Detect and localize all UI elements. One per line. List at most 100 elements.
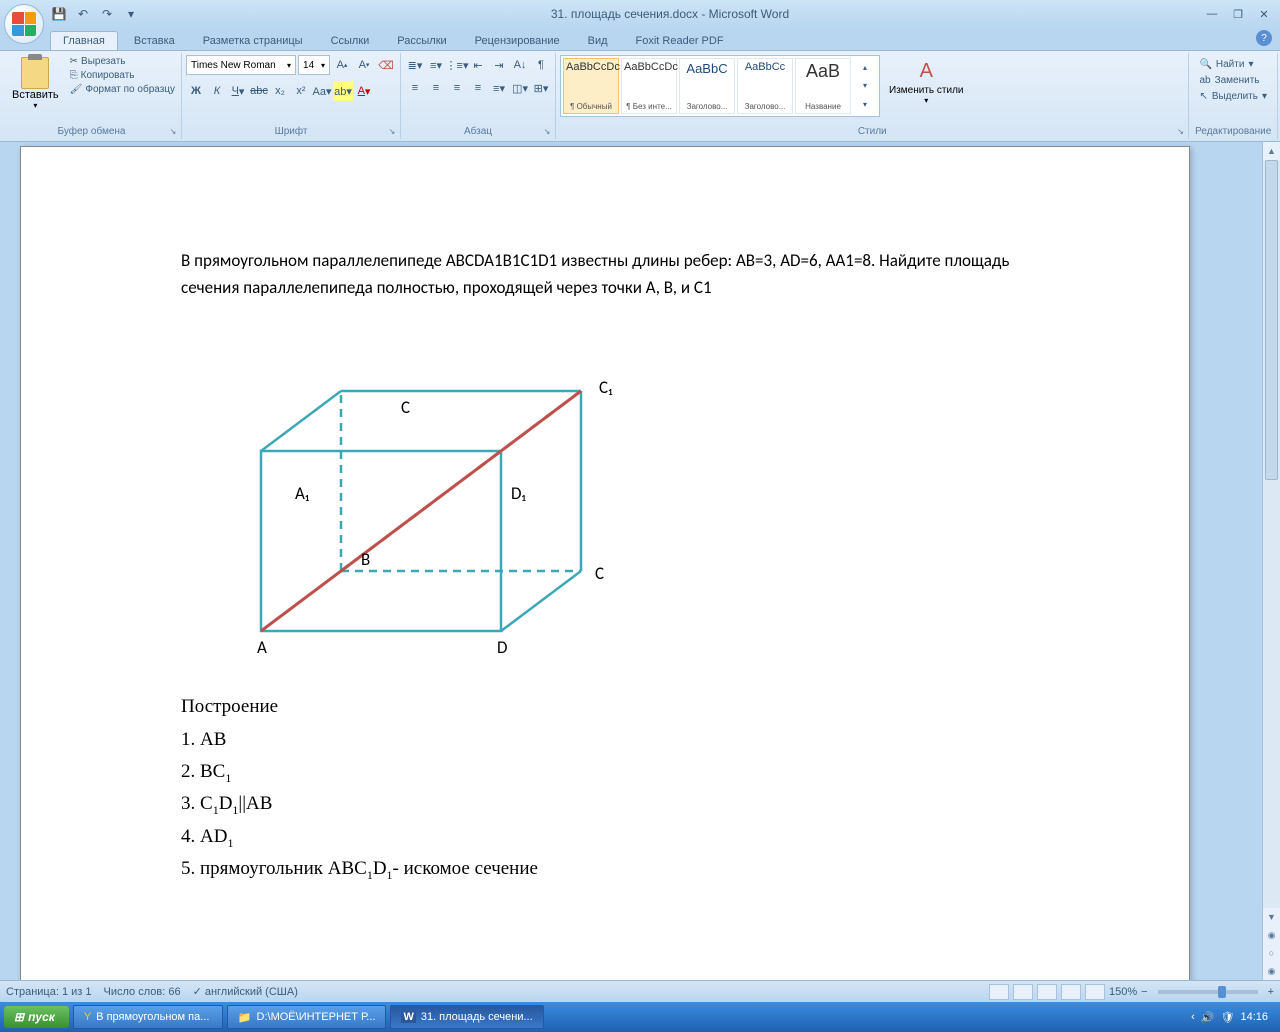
tray-expand-icon[interactable]: ‹ (1191, 1011, 1195, 1023)
copy-icon: ⎘ (70, 70, 78, 81)
clipboard-launcher[interactable]: ↘ (167, 125, 179, 137)
styles-more-button[interactable]: ▾ (855, 98, 875, 112)
save-icon[interactable]: 💾 (50, 5, 68, 23)
replace-button[interactable]: abЗаменить (1197, 73, 1269, 88)
draft-view[interactable] (1085, 984, 1105, 1000)
align-right-button[interactable]: ≡ (447, 78, 467, 98)
font-name-combo[interactable]: Times New Roman▾ (186, 55, 296, 75)
cut-button[interactable]: ✂Вырезать (68, 55, 177, 68)
dec-indent-button[interactable]: ⇤ (468, 55, 488, 75)
style-title[interactable]: AaBНазвание (795, 58, 851, 114)
status-lang[interactable]: ✓ английский (США) (193, 985, 298, 998)
zoom-level[interactable]: 150% (1109, 986, 1137, 998)
taskbar-item-browser[interactable]: YВ прямоугольном па... (73, 1005, 223, 1029)
font-launcher[interactable]: ↘ (386, 125, 398, 137)
clock[interactable]: 14:16 (1240, 1011, 1268, 1023)
editing-group-label: Редактирование (1193, 124, 1273, 137)
line-spacing-button[interactable]: ≡▾ (489, 78, 509, 98)
clear-format-button[interactable]: ⌫ (376, 55, 396, 75)
borders-button[interactable]: ⊞▾ (531, 78, 551, 98)
styles-gallery[interactable]: AaBbCcDc¶ Обычный AaBbCcDc¶ Без инте... … (560, 55, 880, 117)
subscript-button[interactable]: x₂ (270, 81, 290, 101)
help-button[interactable]: ? (1256, 30, 1272, 46)
tab-home[interactable]: Главная (50, 31, 118, 50)
vertical-scrollbar[interactable]: ▲ ▼ ◉ ○ ◉ (1262, 142, 1280, 980)
restore-button[interactable]: ❐ (1226, 5, 1250, 23)
multilevel-button[interactable]: ⋮≡▾ (447, 55, 467, 75)
tray-shield-icon[interactable]: 🛡 (1221, 1011, 1235, 1024)
document-scroll[interactable]: В прямоугольном параллелепипеде ABCDA1B1… (0, 142, 1262, 980)
print-layout-view[interactable] (989, 984, 1009, 1000)
styles-launcher[interactable]: ↘ (1174, 125, 1186, 137)
shading-button[interactable]: ◫▾ (510, 78, 530, 98)
taskbar-item-word[interactable]: W31. площадь сечени... (390, 1005, 543, 1029)
copy-button[interactable]: ⎘Копировать (68, 69, 177, 82)
scroll-up-button[interactable]: ▲ (1263, 142, 1280, 160)
minimize-button[interactable]: — (1200, 5, 1224, 23)
numbering-button[interactable]: ≡▾ (426, 55, 446, 75)
select-button[interactable]: ↖Выделить ▾ (1197, 89, 1269, 104)
styles-down-button[interactable]: ▾ (855, 79, 875, 93)
align-left-button[interactable]: ≡ (405, 78, 425, 98)
status-page[interactable]: Страница: 1 из 1 (6, 986, 92, 998)
tab-foxit[interactable]: Foxit Reader PDF (624, 32, 736, 50)
tab-insert[interactable]: Вставка (122, 32, 187, 50)
style-normal[interactable]: AaBbCcDc¶ Обычный (563, 58, 619, 114)
superscript-button[interactable]: x² (291, 81, 311, 101)
outline-view[interactable] (1061, 984, 1081, 1000)
svg-text:B: B (361, 549, 370, 570)
zoom-slider[interactable] (1158, 990, 1258, 994)
change-styles-button[interactable]: A Изменить стили ▾ (883, 55, 969, 107)
fullscreen-view[interactable] (1013, 984, 1033, 1000)
paragraph-launcher[interactable]: ↘ (541, 125, 553, 137)
tab-review[interactable]: Рецензирование (463, 32, 572, 50)
office-button[interactable] (4, 4, 44, 44)
status-words[interactable]: Число слов: 66 (104, 986, 181, 998)
scroll-thumb[interactable] (1265, 160, 1278, 480)
qat-more-icon[interactable]: ▾ (122, 5, 140, 23)
strike-button[interactable]: abc (249, 81, 269, 101)
bullets-button[interactable]: ≣▾ (405, 55, 425, 75)
highlight-button[interactable]: ab▾ (333, 81, 353, 101)
find-button[interactable]: 🔍Найти ▾ (1197, 57, 1269, 72)
start-button[interactable]: ⊞пуск (4, 1006, 69, 1028)
style-heading1[interactable]: AaBbCЗаголово... (679, 58, 735, 114)
bold-button[interactable]: Ж (186, 81, 206, 101)
taskbar-item-explorer[interactable]: 📁D:\МОЁ\ИНТЕРНЕТ Р... (227, 1005, 387, 1029)
scroll-down-button[interactable]: ▼ (1263, 908, 1280, 926)
tab-view[interactable]: Вид (576, 32, 620, 50)
style-heading2[interactable]: AaBbCcЗаголово... (737, 58, 793, 114)
italic-button[interactable]: К (207, 81, 227, 101)
format-painter-button[interactable]: 🖌Формат по образцу (68, 83, 177, 96)
align-center-button[interactable]: ≡ (426, 78, 446, 98)
folder-icon: 📁 (238, 1011, 252, 1024)
underline-button[interactable]: Ч▾ (228, 81, 248, 101)
redo-icon[interactable]: ↷ (98, 5, 116, 23)
sort-button[interactable]: A↓ (510, 55, 530, 75)
change-case-button[interactable]: Aa▾ (312, 81, 332, 101)
tab-layout[interactable]: Разметка страницы (191, 32, 315, 50)
next-page-button[interactable]: ◉ (1263, 962, 1280, 980)
zoom-out-button[interactable]: − (1141, 986, 1147, 998)
tray-network-icon[interactable]: 🔊 (1201, 1011, 1215, 1024)
prev-page-button[interactable]: ◉ (1263, 926, 1280, 944)
show-marks-button[interactable]: ¶ (531, 55, 551, 75)
quick-access-toolbar: 💾 ↶ ↷ ▾ (50, 5, 140, 23)
justify-button[interactable]: ≡ (468, 78, 488, 98)
web-view[interactable] (1037, 984, 1057, 1000)
style-nospacing[interactable]: AaBbCcDc¶ Без инте... (621, 58, 677, 114)
styles-up-button[interactable]: ▴ (855, 60, 875, 74)
document-page[interactable]: В прямоугольном параллелепипеде ABCDA1B1… (20, 146, 1190, 980)
font-color-button[interactable]: A▾ (354, 81, 374, 101)
browse-object-button[interactable]: ○ (1263, 944, 1280, 962)
grow-font-button[interactable]: A▴ (332, 55, 352, 75)
paste-button[interactable]: Вставить ▾ (6, 55, 65, 112)
tab-references[interactable]: Ссылки (319, 32, 382, 50)
tab-mailings[interactable]: Рассылки (385, 32, 458, 50)
font-size-combo[interactable]: 14▾ (298, 55, 330, 75)
close-button[interactable]: ✕ (1252, 5, 1276, 23)
zoom-in-button[interactable]: + (1268, 986, 1274, 998)
shrink-font-button[interactable]: A▾ (354, 55, 374, 75)
inc-indent-button[interactable]: ⇥ (489, 55, 509, 75)
undo-icon[interactable]: ↶ (74, 5, 92, 23)
